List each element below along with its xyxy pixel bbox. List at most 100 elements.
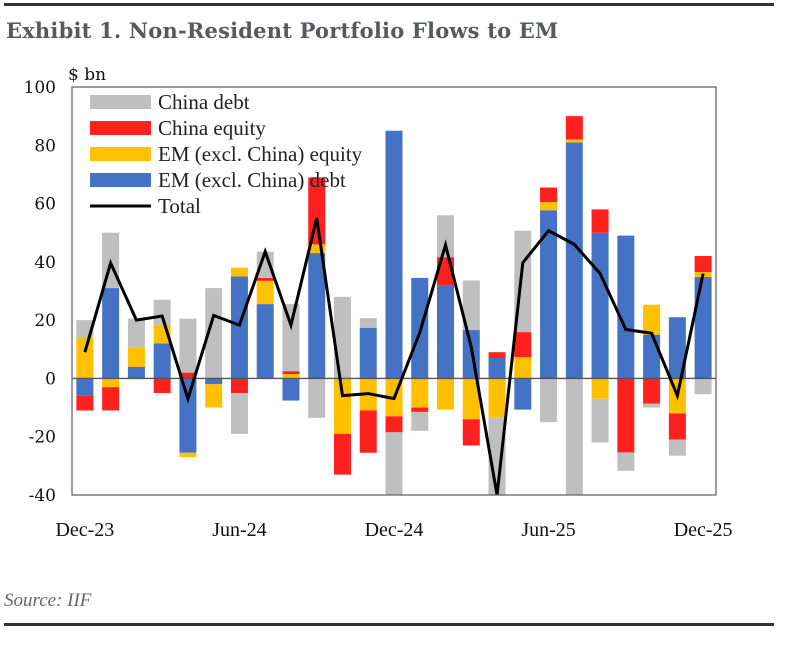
bar-china-debt-nov-24 (359, 318, 377, 328)
bar-china-debt-aug-25 (591, 398, 609, 443)
bar-china-equity-apr-24 (179, 372, 197, 379)
bar-em-excl-china-equity-jun-25 (540, 202, 558, 211)
bar-em-excl-china-debt-nov-25 (668, 317, 686, 379)
bar-em-excl-china-equity-apr-24 (179, 452, 197, 458)
bar-em-excl-china-equity-may-24 (205, 384, 223, 408)
x-tick-label: Dec-24 (365, 519, 424, 541)
y-tick-label: -20 (29, 428, 56, 448)
bar-em-excl-china-equity-feb-24 (127, 347, 145, 367)
bar-em-excl-china-equity-jul-24 (256, 280, 274, 305)
bar-china-debt-nov-25 (668, 439, 686, 456)
bar-em-excl-china-equity-aug-24 (282, 374, 300, 379)
y-tick-label: 20 (34, 311, 56, 331)
bar-china-debt-mar-25 (462, 280, 480, 331)
bar-em-excl-china-debt-oct-25 (643, 334, 661, 379)
bar-em-excl-china-equity-sep-24 (308, 244, 326, 254)
bar-em-excl-china-debt-dec-25 (694, 277, 712, 379)
bar-em-excl-china-equity-feb-25 (437, 378, 455, 410)
bar-china-equity-aug-25 (591, 209, 609, 233)
y-tick-label: 40 (34, 253, 56, 273)
bar-china-debt-sep-25 (617, 452, 635, 471)
bar-em-excl-china-equity-jan-24 (102, 378, 120, 388)
total-line (83, 217, 705, 495)
x-tick-label: Jun-25 (521, 519, 575, 541)
legend-label: China debt (158, 90, 250, 114)
top-rule (4, 3, 774, 6)
bar-em-excl-china-equity-mar-25 (462, 378, 480, 420)
bar-em-excl-china-debt-jul-25 (565, 142, 583, 379)
legend-label: EM (excl. China) debt (158, 168, 346, 192)
bar-china-debt-oct-25 (643, 403, 661, 408)
bar-em-excl-china-equity-may-25 (514, 357, 532, 379)
bar-em-excl-china-debt-may-25 (514, 378, 532, 410)
bar-china-debt-jun-25 (540, 378, 558, 423)
bar-em-excl-china-debt-sep-25 (617, 235, 635, 379)
bar-china-debt-jan-25 (411, 411, 429, 431)
bar-china-debt-dec-24 (385, 432, 403, 495)
y-axis-unit: $ bn (68, 65, 106, 85)
bar-em-excl-china-debt-sep-24 (308, 253, 326, 379)
legend-swatch (90, 173, 151, 187)
bar-em-excl-china-equity-oct-25 (643, 304, 661, 335)
bar-em-excl-china-debt-jul-24 (256, 304, 274, 379)
bar-em-excl-china-debt-dec-24 (385, 130, 403, 379)
bar-china-equity-dec-25 (694, 256, 712, 273)
bar-china-debt-feb-24 (127, 318, 145, 348)
chart-title: Exhibit 1. Non-Resident Portfolio Flows … (6, 18, 559, 43)
bar-china-equity-sep-24 (308, 177, 326, 245)
bar-china-debt-jun-24 (230, 393, 248, 434)
bar-em-excl-china-debt-apr-25 (488, 358, 506, 379)
x-tick-label: Jun-24 (212, 519, 266, 541)
legend-swatch (90, 95, 151, 109)
bar-china-debt-jul-25 (565, 378, 583, 495)
bar-em-excl-china-debt-jun-25 (540, 210, 558, 379)
y-tick-label: 80 (34, 136, 56, 156)
bar-china-debt-feb-25 (437, 215, 455, 258)
bar-china-equity-aug-24 (282, 371, 300, 375)
bar-china-debt-apr-24 (179, 318, 197, 373)
bar-china-debt-jul-24 (256, 251, 274, 278)
bar-china-equity-jun-24 (230, 378, 248, 393)
bar-em-excl-china-debt-feb-24 (127, 366, 145, 379)
bar-em-excl-china-debt-dec-23 (76, 378, 94, 396)
bar-em-excl-china-debt-apr-24 (179, 378, 197, 453)
plot-frame (71, 86, 717, 496)
x-tick-label: Dec-23 (55, 519, 114, 541)
bar-em-excl-china-equity-apr-25 (488, 378, 506, 418)
bar-china-equity-jul-25 (565, 116, 583, 140)
bar-em-excl-china-equity-dec-23 (76, 337, 94, 379)
bar-china-equity-sep-25 (617, 378, 635, 453)
bar-china-equity-apr-25 (488, 352, 506, 359)
bar-em-excl-china-equity-jun-24 (230, 267, 248, 277)
bar-china-debt-oct-24 (333, 296, 351, 379)
legend-label: EM (excl. China) equity (158, 142, 363, 166)
bar-china-debt-mar-24 (153, 299, 171, 326)
bar-china-equity-jan-24 (102, 387, 120, 411)
bar-em-excl-china-debt-aug-24 (282, 378, 300, 401)
y-tick-label: 60 (34, 195, 56, 215)
bar-em-excl-china-equity-jan-25 (411, 378, 429, 408)
x-tick-label: Dec-25 (674, 519, 733, 541)
bar-china-debt-may-24 (205, 288, 223, 379)
bar-china-debt-aug-24 (282, 304, 300, 372)
legend-label: Total (158, 194, 201, 218)
bar-em-excl-china-debt-aug-25 (591, 232, 609, 379)
legend-swatch (90, 121, 151, 135)
bar-em-excl-china-debt-jun-24 (230, 276, 248, 379)
bar-china-equity-mar-25 (462, 419, 480, 446)
source-note: Source: IIF (4, 590, 92, 611)
bar-china-equity-nov-24 (359, 410, 377, 453)
bar-em-excl-china-equity-jul-25 (565, 139, 583, 143)
bar-china-debt-sep-24 (308, 378, 326, 418)
bar-em-excl-china-equity-oct-24 (333, 378, 351, 434)
bar-em-excl-china-equity-aug-25 (591, 378, 609, 399)
bar-china-equity-oct-24 (333, 433, 351, 475)
bar-china-equity-oct-25 (643, 378, 661, 404)
bar-china-equity-may-25 (514, 332, 532, 358)
bar-china-equity-jan-25 (411, 407, 429, 412)
bar-china-equity-jul-24 (256, 277, 274, 281)
legend-label: China equity (158, 116, 266, 140)
bar-china-equity-jun-25 (540, 187, 558, 203)
